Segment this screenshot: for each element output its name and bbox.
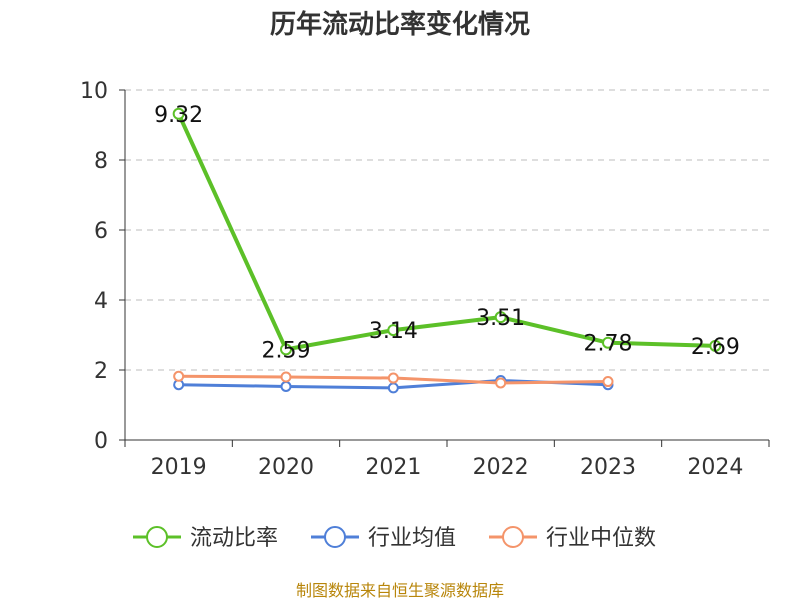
legend-item[interactable]: 流动比率 — [133, 526, 278, 551]
data-point — [173, 370, 185, 382]
data-point — [387, 382, 399, 394]
data-point — [280, 343, 292, 356]
x-tick-label: 2020 — [258, 455, 314, 480]
x-tick-label: 2023 — [580, 455, 636, 480]
x-tick-label: 2021 — [365, 455, 421, 480]
legend-label: 行业中位数 — [546, 526, 656, 551]
legend-marker-icon — [502, 526, 524, 548]
x-tick-label: 2022 — [473, 455, 529, 480]
grid — [125, 89, 769, 371]
data-point — [172, 107, 185, 120]
x-tick-label: 2019 — [151, 455, 207, 480]
y-tick-label: 6 — [94, 219, 108, 244]
series-line — [176, 111, 718, 352]
source-note: 制图数据来自恒生聚源数据库 — [296, 581, 504, 600]
data-point — [709, 339, 722, 352]
y-tick-label: 10 — [80, 79, 108, 104]
data-label: 9.32 — [154, 103, 203, 128]
data-point — [494, 311, 507, 324]
data-label: 3.51 — [476, 306, 525, 331]
chart-title: 历年流动比率变化情况 — [270, 9, 530, 40]
data-label: 2.59 — [262, 338, 311, 363]
legend-item[interactable]: 行业均值 — [311, 526, 456, 551]
y-tick-label: 4 — [94, 289, 108, 314]
series-layer — [172, 107, 722, 394]
x-tick-label: 2024 — [687, 455, 743, 480]
data-point — [387, 372, 399, 384]
y-tick-label: 2 — [94, 359, 108, 384]
legend-item[interactable]: 行业中位数 — [489, 526, 656, 551]
data-label: 2.78 — [584, 332, 633, 357]
data-label: 3.14 — [369, 319, 418, 344]
y-tick-label: 8 — [94, 149, 108, 174]
legend-marker-icon — [324, 526, 346, 548]
data-point — [280, 380, 292, 392]
legend-label: 行业均值 — [368, 526, 456, 551]
data-point — [280, 371, 292, 383]
data-labels: 9.32 2.59 3.14 3.51 2.78 2.69 — [154, 103, 740, 364]
legend-marker-icon — [146, 526, 168, 548]
data-point — [387, 324, 400, 337]
data-point — [602, 376, 614, 388]
data-label: 2.69 — [691, 335, 740, 360]
data-point — [602, 336, 614, 349]
legend-label: 流动比率 — [190, 526, 278, 551]
legend[interactable]: 流动比率 行业均值 行业中位数 — [133, 526, 656, 551]
axes: 0 2 4 6 8 10 2019 2020 2021 2022 2023 2024 — [80, 79, 770, 480]
data-point — [495, 377, 507, 389]
y-tick-label: 0 — [94, 429, 108, 454]
